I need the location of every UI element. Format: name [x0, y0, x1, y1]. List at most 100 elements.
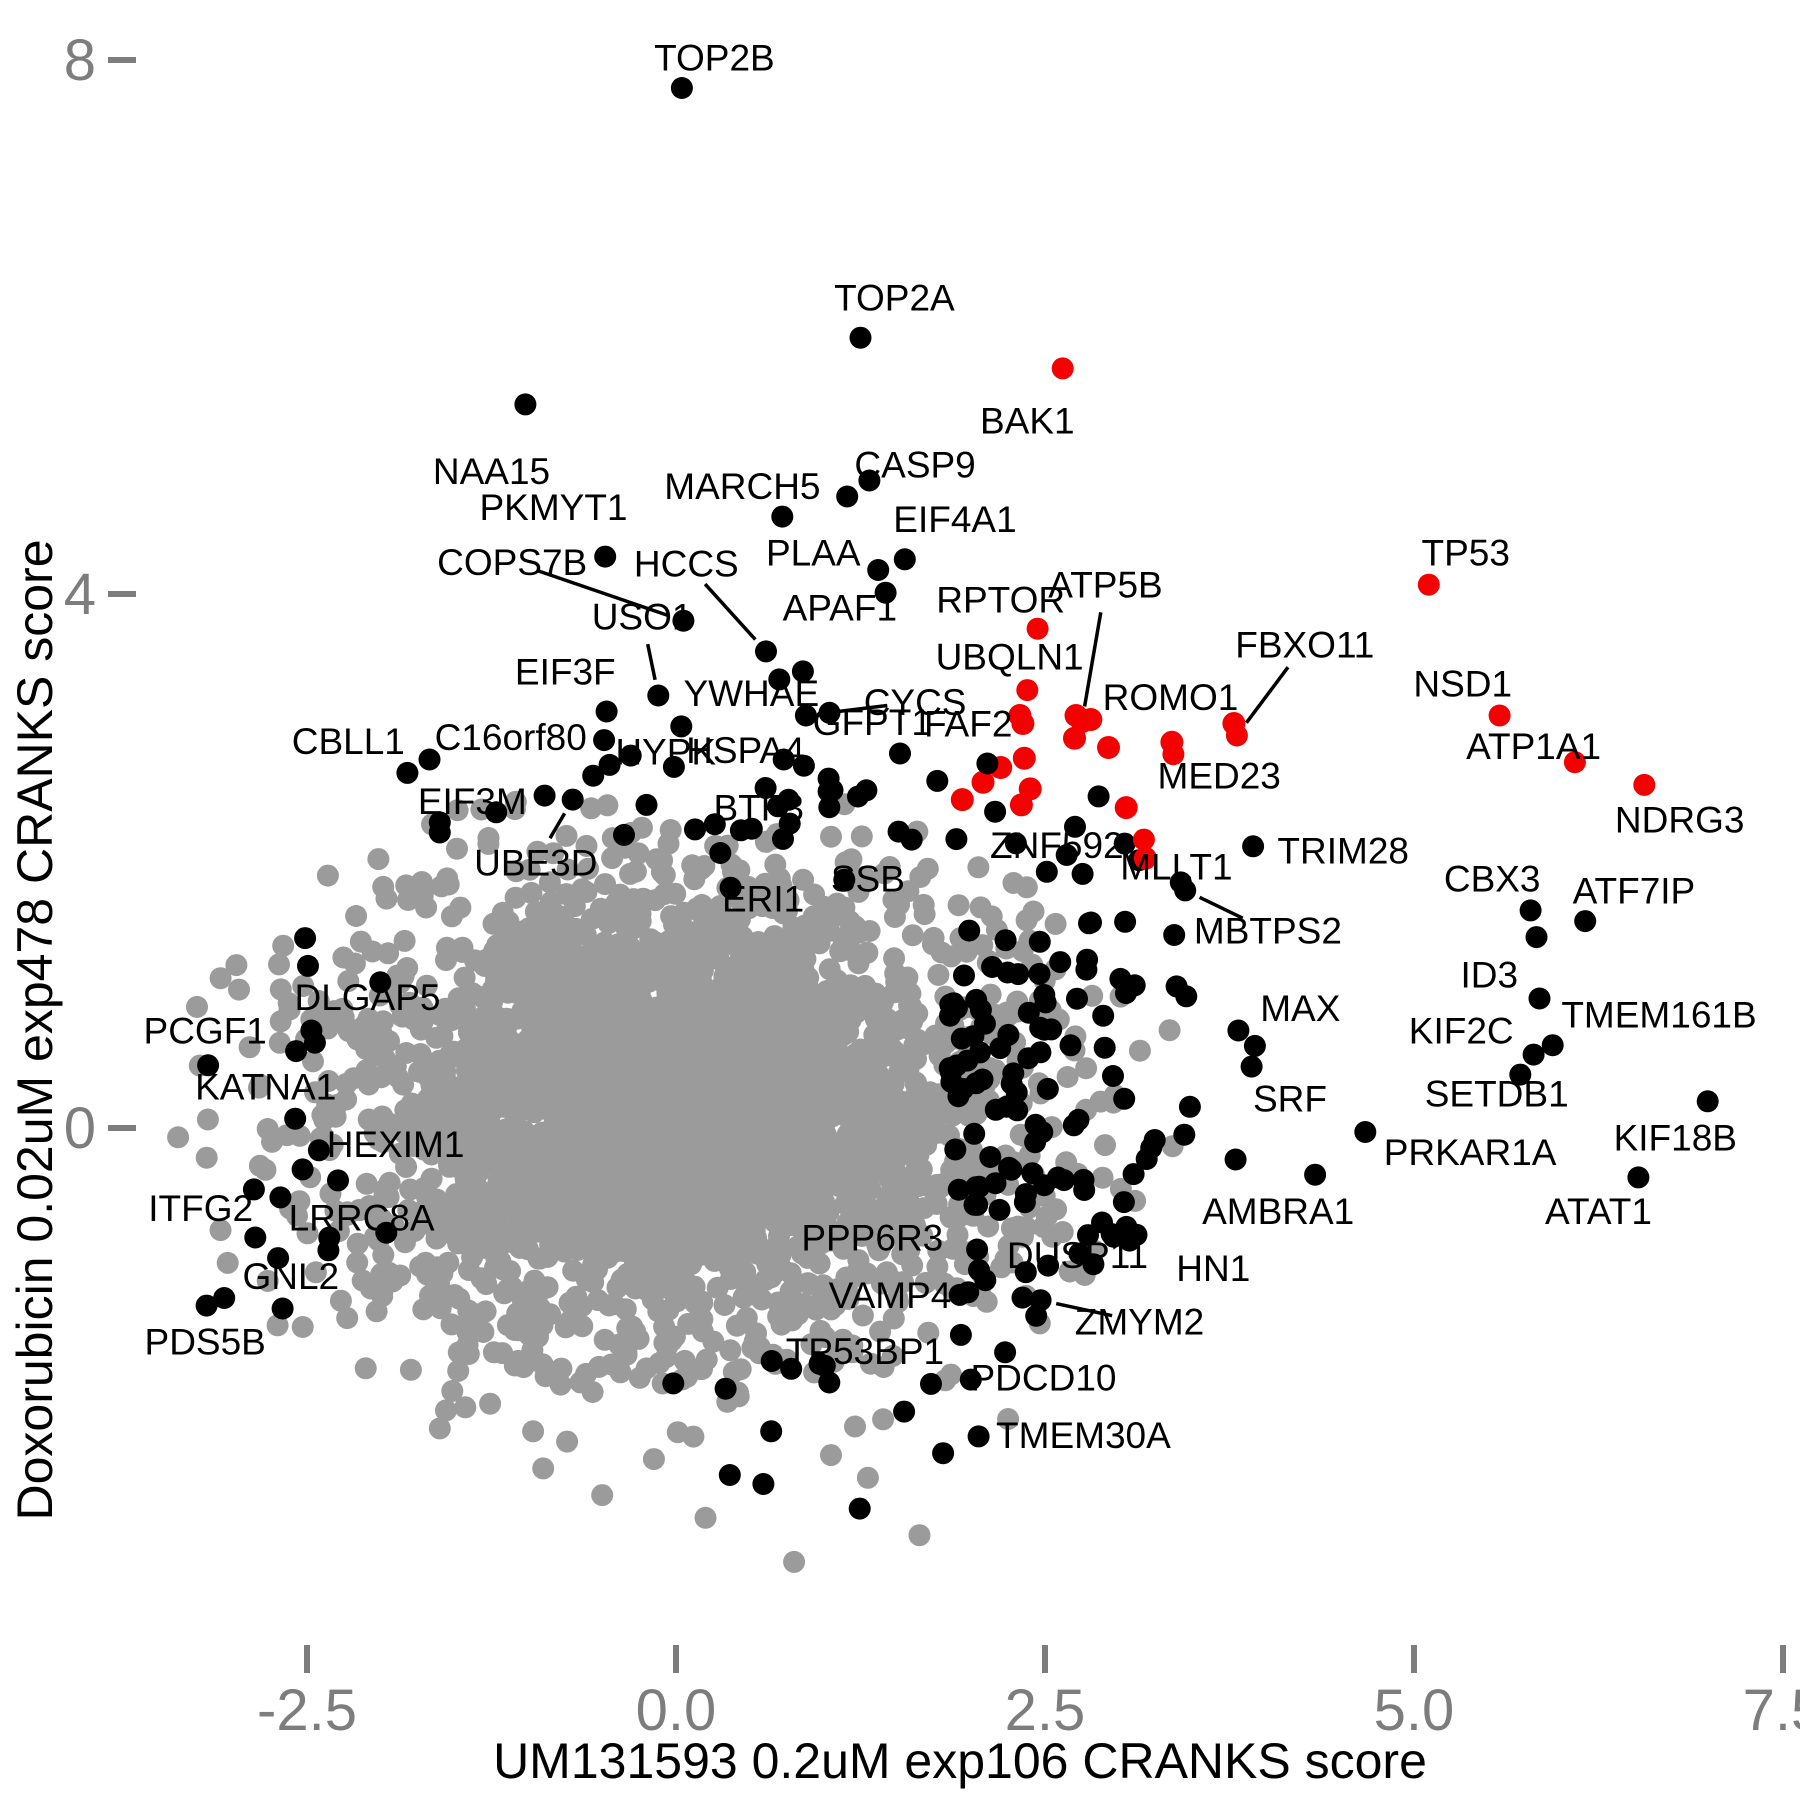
gene-label-trim28: TRIM28 — [1277, 830, 1409, 871]
black-point — [900, 828, 923, 851]
gene-point-kif18b — [1696, 1090, 1719, 1113]
gene-label-katna1: KATNA1 — [195, 1067, 336, 1108]
black-point — [997, 1023, 1020, 1046]
gray-point — [571, 1295, 593, 1317]
gray-point — [503, 1354, 526, 1377]
gray-point — [655, 1117, 678, 1140]
gray-point — [524, 1210, 547, 1233]
leader-line — [1198, 895, 1244, 920]
gray-point — [414, 1251, 437, 1274]
gray-point — [750, 1288, 773, 1311]
gray-point — [751, 1147, 774, 1170]
gene-point-hypk — [598, 753, 621, 776]
black-point — [294, 927, 317, 950]
gray-point — [783, 1550, 806, 1573]
gray-point — [645, 1173, 668, 1196]
black-point — [1082, 1253, 1105, 1276]
gene-point-ywhae — [768, 668, 791, 691]
gene-label-atat1: ATAT1 — [1545, 1191, 1652, 1232]
gray-point — [354, 1357, 377, 1380]
gene-label-fbxo11: FBXO11 — [1235, 625, 1374, 666]
black-point — [984, 800, 1007, 823]
black-points-layer — [213, 485, 1548, 1520]
gray-point — [856, 1466, 879, 1489]
x-axis-title: UM131593 0.2uM exp106 CRANKS score — [493, 1733, 1427, 1789]
black-point — [267, 1247, 290, 1270]
gene-point-gnl2 — [244, 1226, 267, 1249]
gray-point — [209, 1219, 232, 1242]
gray-point — [359, 1277, 382, 1300]
black-point — [582, 764, 605, 787]
gene-label-cycs: CYCS — [864, 682, 967, 723]
black-point — [1165, 975, 1188, 998]
leader-line — [1245, 666, 1290, 724]
gray-point — [602, 1293, 625, 1315]
gray-point — [643, 1257, 666, 1280]
gray-point — [914, 1271, 937, 1294]
gene-label-max: MAX — [1260, 988, 1340, 1029]
gray-point — [538, 871, 561, 894]
gray-point — [373, 1184, 396, 1207]
gene-label-atf7ip: ATF7IP — [1573, 870, 1696, 911]
gray-point — [590, 973, 613, 996]
gray-point — [503, 798, 526, 821]
gray-point — [882, 1307, 905, 1330]
gray-point — [1022, 900, 1045, 923]
black-point — [297, 954, 319, 977]
gray-point — [491, 1010, 513, 1033]
gray-point — [256, 1118, 279, 1140]
gene-point-eif3f — [595, 700, 618, 723]
gray-point — [875, 1261, 898, 1284]
gene-label-hspa4: HSPA4 — [686, 730, 805, 771]
gray-point — [497, 910, 520, 933]
gray-point — [666, 1265, 688, 1288]
gray-point — [666, 1421, 689, 1444]
y-tick-label: 0 — [64, 1096, 96, 1161]
gray-point — [554, 1108, 576, 1131]
gray-point — [353, 1026, 376, 1049]
gene-label-hypk: HYPK — [615, 732, 716, 773]
gray-point — [620, 939, 643, 962]
gray-point — [892, 1271, 914, 1294]
gray-point — [465, 1308, 488, 1330]
gray-point — [632, 891, 655, 913]
leader-line — [1082, 612, 1103, 707]
gray-point — [228, 978, 250, 1001]
gray-point — [502, 1077, 525, 1100]
gray-point — [431, 1024, 454, 1047]
gray-point — [336, 1307, 359, 1330]
black-point — [971, 1068, 994, 1091]
gray-point — [844, 1415, 866, 1438]
gray-point — [859, 1352, 882, 1375]
x-tick-label: 5.0 — [1374, 1678, 1455, 1743]
gene-point-hn1 — [1125, 1223, 1148, 1246]
gray-point — [526, 840, 549, 863]
gene-point-uso1 — [647, 684, 670, 707]
gene-point-max — [1227, 1019, 1250, 1042]
gray-point — [747, 1066, 770, 1089]
gene-point-pdcd10 — [994, 1341, 1017, 1364]
gray-point — [1094, 1134, 1116, 1157]
gene-point-atp5b — [1070, 711, 1093, 734]
black-point — [754, 777, 777, 799]
gene-label-znf592: ZNF592 — [990, 825, 1124, 866]
red-point — [1011, 712, 1035, 735]
gene-point-ssb — [833, 868, 856, 891]
gray-point — [645, 848, 668, 871]
gray-point — [728, 987, 751, 1010]
gene-label-pdcd10: PDCD10 — [971, 1358, 1117, 1399]
gene-label-ssb: SSB — [831, 858, 905, 899]
gray-point — [524, 1134, 547, 1157]
gene-label-eri1: ERI1 — [722, 878, 804, 919]
gray-point — [394, 1099, 417, 1122]
gray-point — [549, 1373, 572, 1396]
gray-point — [581, 1381, 604, 1403]
gray-point — [296, 1222, 319, 1245]
gray-point — [186, 995, 208, 1018]
black-point — [1093, 1036, 1116, 1059]
gene-label-gfpt1: GFPT1 — [813, 702, 932, 743]
axes-layer: UM131593 0.2uM exp106 CRANKS score Doxor… — [7, 28, 1800, 1789]
gray-point — [694, 1506, 717, 1529]
gene-label-tmem30a: TMEM30A — [996, 1415, 1171, 1456]
black-point — [988, 1198, 1011, 1221]
